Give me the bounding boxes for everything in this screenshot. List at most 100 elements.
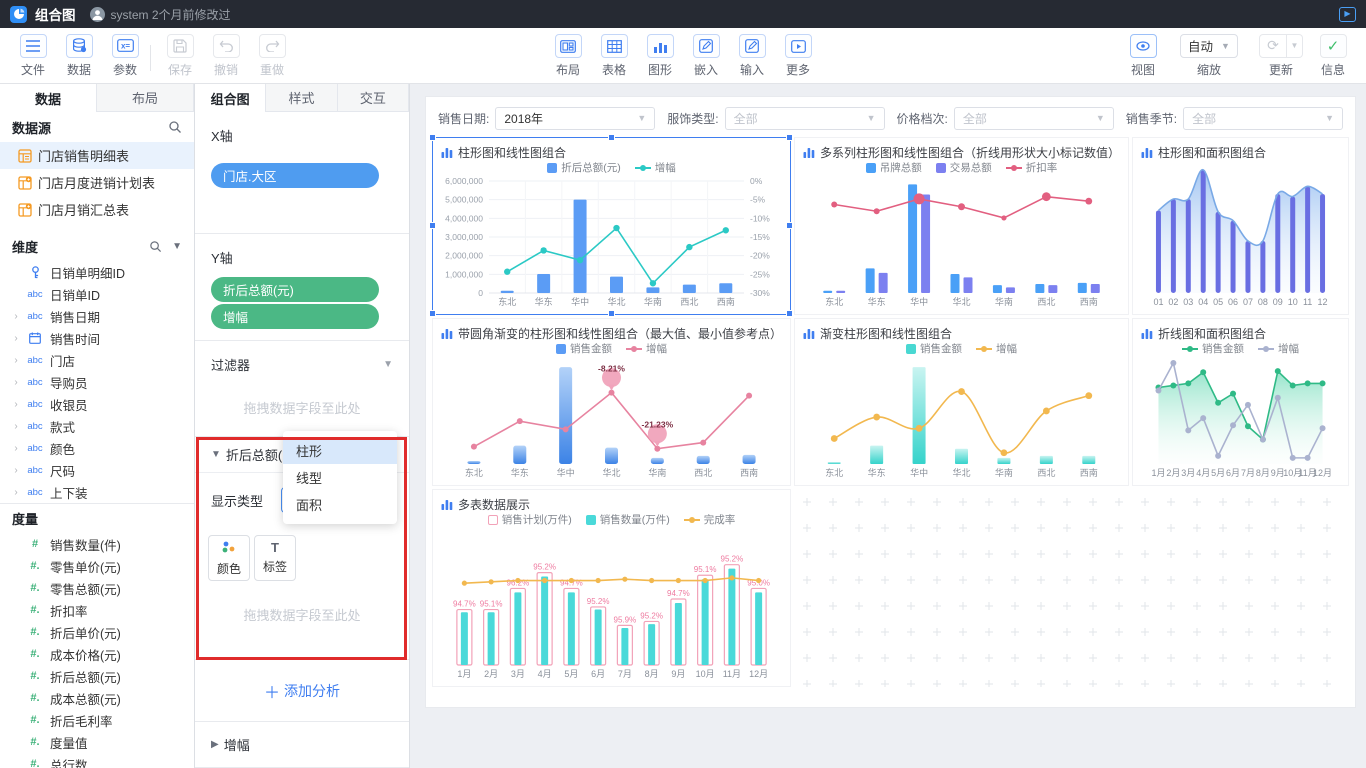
legend-item[interactable]: 完成率 <box>683 512 735 527</box>
filter-dropzone[interactable]: 拖拽数据字段至此处 <box>243 401 361 416</box>
filter-select[interactable]: 2018年 ▼ <box>495 106 656 130</box>
empty-grid-area[interactable] <box>794 489 1350 687</box>
measure-field-item[interactable]: #. 成本价格(元) <box>0 643 194 665</box>
chart-card[interactable]: 柱形图和线性图组合 折后总额(元) 增幅 6,000,000 0% 5,000,000 -5… <box>429 134 794 317</box>
chevron-right-icon[interactable]: › <box>14 464 18 476</box>
selection-handle[interactable] <box>429 222 436 229</box>
selection-handle[interactable] <box>607 310 615 317</box>
chevron-down-icon[interactable]: ▼ <box>211 449 221 460</box>
datasource-table-item[interactable]: 门店销售明细表 <box>0 142 194 169</box>
legend-item[interactable]: 销售计划(万件) <box>487 512 572 527</box>
chevron-right-icon[interactable]: › <box>14 354 18 366</box>
dimension-field-item[interactable]: › abc 颜色 <box>0 437 194 459</box>
legend-item[interactable]: 增幅 <box>1258 341 1299 356</box>
legend-item[interactable]: 折扣率 <box>1005 160 1057 175</box>
yaxis-field-pill[interactable]: 增幅 <box>211 304 379 329</box>
measure-field-item[interactable]: #. 度量值 <box>0 731 194 753</box>
measure-field-item[interactable]: #. 零售单价(元) <box>0 555 194 577</box>
toolbar-button-重做[interactable]: 重做 <box>249 33 295 78</box>
zoom-select[interactable]: 自动 ▼ <box>1180 33 1238 58</box>
sidebar-tab-布局[interactable]: 布局 <box>97 84 194 112</box>
measure-field-item[interactable]: #. 总行数 <box>0 753 194 768</box>
filter-select[interactable]: 全部 ▼ <box>953 106 1114 130</box>
legend-item[interactable]: 折后总额(元) <box>547 160 621 175</box>
view-button[interactable]: 视图 <box>1120 33 1166 78</box>
panel-tab-交互[interactable]: 交互 <box>337 84 409 112</box>
toolbar-button-输入[interactable]: 输入 <box>729 34 775 78</box>
panel-tab-样式[interactable]: 样式 <box>266 84 338 112</box>
sidebar-tab-数据[interactable]: 数据 <box>0 84 97 112</box>
legend-item[interactable]: 增幅 <box>626 341 667 356</box>
present-icon[interactable]: ▶ <box>1339 6 1356 22</box>
toolbar-button-更多[interactable]: 更多 <box>775 34 821 78</box>
chart-card[interactable]: 柱形图和面积图组合 01 02 03 04 05 06 07 08 09 10 11 12 <box>1132 137 1350 315</box>
measure-field-item[interactable]: #. 折后单价(元) <box>0 621 194 643</box>
legend-item[interactable]: 销售数量(万件) <box>585 512 670 527</box>
measure-field-item[interactable]: #. 折后总额(元) <box>0 665 194 687</box>
chart-card[interactable]: 带圆角渐变的柱形图和线性图组合（最大值、最小值参考点） 销售金额 增幅 -8.21% -… <box>432 318 792 486</box>
toolbar-button-布局[interactable]: 布局 <box>545 34 591 78</box>
dropdown-option-面积[interactable]: 面积 <box>296 498 323 513</box>
color-button[interactable]: 颜色 <box>208 535 250 581</box>
update-button[interactable]: ⟳ ▼ 更新 <box>1252 33 1310 78</box>
selection-handle[interactable] <box>786 310 794 317</box>
toolbar-button-图形[interactable]: 图形 <box>637 34 683 78</box>
yaxis-field-pill[interactable]: 折后总额(元) <box>211 277 379 302</box>
dimension-field-item[interactable]: 日销单明细ID <box>0 261 194 283</box>
toolbar-button-保存[interactable]: 保存 <box>157 33 203 78</box>
chart-card[interactable]: 多系列柱形图和线性图组合（折线用形状大小标记数值） 吊牌总额 交易总额 折扣率 东北 华东… <box>794 137 1130 315</box>
toolbar-button-撤销[interactable]: 撤销 <box>203 33 249 78</box>
dimension-field-item[interactable]: › abc 销售日期 <box>0 305 194 327</box>
dropdown-option-柱形[interactable]: 柱形 <box>283 437 397 464</box>
search-icon[interactable] <box>149 240 162 253</box>
add-analysis-button[interactable]: ＋ 添加分析 <box>195 660 409 722</box>
chevron-right-icon[interactable]: › <box>14 310 18 322</box>
legend-item[interactable]: 吊牌总额 <box>865 160 922 175</box>
datasource-table-item[interactable]: 门店月销汇总表 <box>0 196 194 223</box>
legend-item[interactable]: 增幅 <box>976 341 1017 356</box>
selection-handle[interactable] <box>429 134 436 141</box>
legend-item[interactable]: 销售金额 <box>906 341 962 356</box>
measure-field-item[interactable]: #. 折后毛利率 <box>0 709 194 731</box>
toolbar-button-数据[interactable]: 数据 <box>56 33 102 78</box>
info-button[interactable]: ✓ 信息 <box>1310 33 1356 78</box>
dimension-field-item[interactable]: › abc 上下装 <box>0 481 194 503</box>
chevron-down-icon[interactable]: ▼ <box>383 359 393 370</box>
xaxis-field-pill[interactable]: 门店.大区 <box>211 163 379 188</box>
measure-field-item[interactable]: #. 折扣率 <box>0 599 194 621</box>
legend-item[interactable]: 销售金额 <box>1182 341 1244 356</box>
measure-field-item[interactable]: # 销售数量(件) <box>0 533 194 555</box>
legend-item[interactable]: 销售金额 <box>556 341 612 356</box>
dimension-field-item[interactable]: › abc 导购员 <box>0 371 194 393</box>
chart-card[interactable]: 多表数据展示销售计划(万件)销售数量(万件)完成率94.7%95.1%96.2%… <box>432 489 792 687</box>
dimension-field-item[interactable]: › 销售时间 <box>0 327 194 349</box>
panel-tab-组合图[interactable]: 组合图 <box>195 84 267 112</box>
dimension-field-item[interactable]: › abc 收银员 <box>0 393 194 415</box>
zengfu-section-header[interactable]: ▶ 增幅 <box>195 722 409 768</box>
chart-card[interactable]: 渐变柱形图和线性图组合 销售金额 增幅 东北 华东 华中 华北 华南 西北 西南 <box>794 318 1130 486</box>
toolbar-button-参数[interactable]: x= 参数 <box>102 33 148 78</box>
measure-field-item[interactable]: #. 成本总额(元) <box>0 687 194 709</box>
toolbar-button-嵌入[interactable]: 嵌入 <box>683 34 729 78</box>
label-button[interactable]: T 标签 <box>254 535 296 581</box>
legend-item[interactable]: 交易总额 <box>935 160 992 175</box>
chevron-right-icon[interactable]: › <box>14 442 18 454</box>
selection-handle[interactable] <box>786 222 794 229</box>
dimension-field-item[interactable]: › abc 门店 <box>0 349 194 371</box>
chevron-down-icon[interactable]: ▼ <box>1287 33 1303 58</box>
chevron-down-icon[interactable]: ▼ <box>172 240 182 252</box>
datasource-table-item[interactable]: 门店月度进销计划表 <box>0 169 194 196</box>
filter-select[interactable]: 全部 ▼ <box>724 106 885 130</box>
field-dropzone[interactable]: 拖拽数据字段至此处 <box>243 608 361 623</box>
dropdown-option-线型[interactable]: 线型 <box>296 471 323 486</box>
selection-handle[interactable] <box>786 134 794 141</box>
chart-card[interactable]: 折线图和面积图组合 销售金额 增幅 1月 2月 3月 4月 5月 6月 7月 8月 9月 10月 11月 1… <box>1132 318 1350 486</box>
legend-item[interactable]: 增幅 <box>634 160 676 175</box>
search-icon[interactable] <box>168 120 182 134</box>
dimension-field-item[interactable]: › abc 款式 <box>0 415 194 437</box>
chevron-right-icon[interactable]: › <box>14 486 18 498</box>
toolbar-button-文件[interactable]: 文件 <box>10 33 56 78</box>
chevron-right-icon[interactable]: › <box>14 398 18 410</box>
filter-select[interactable]: 全部 ▼ <box>1183 106 1343 130</box>
chevron-right-icon[interactable]: › <box>14 332 18 344</box>
